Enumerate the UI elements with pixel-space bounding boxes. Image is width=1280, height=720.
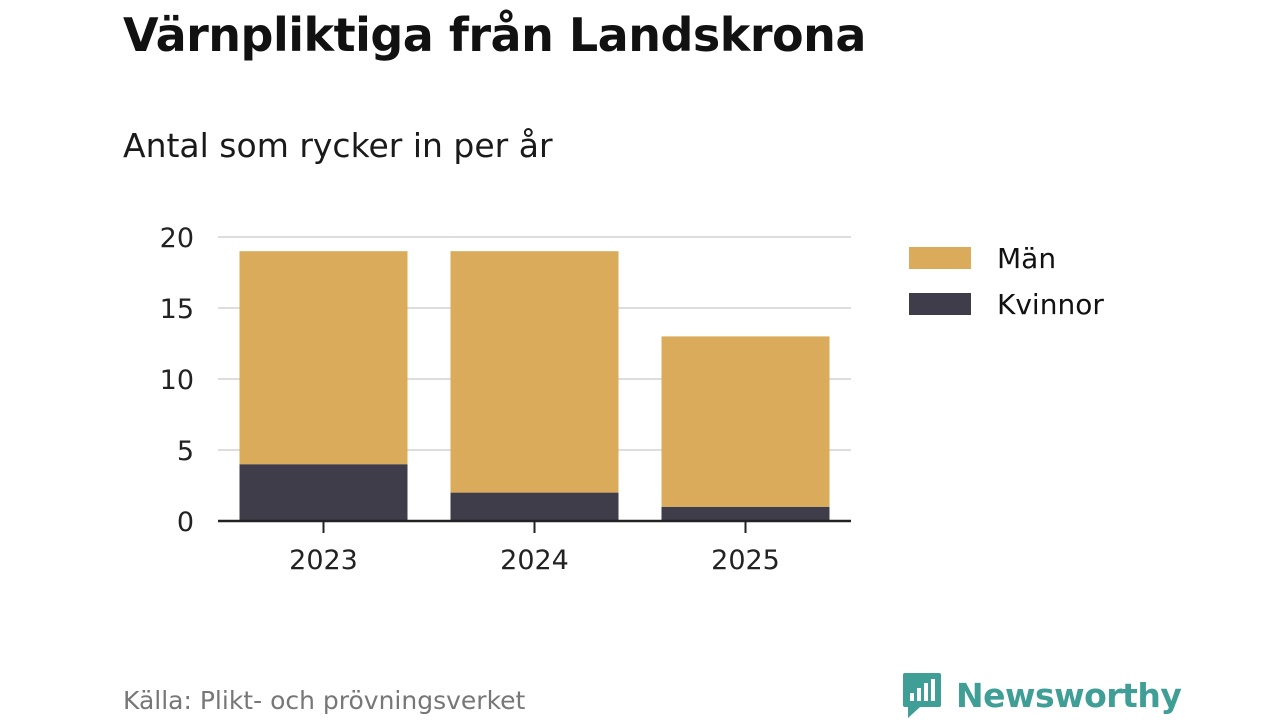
chart-title: Värnpliktiga från Landskrona bbox=[123, 8, 866, 62]
source-note: Källa: Plikt- och prövningsverket bbox=[123, 686, 526, 715]
stacked-bar-chart: 0 5 10 15 20 2023 2024 2025 Män Kvinnor bbox=[160, 223, 1105, 576]
y-tick-label-20: 20 bbox=[160, 223, 194, 254]
x-tick-label-2023: 2023 bbox=[289, 545, 358, 576]
brand-logo: Newsworthy bbox=[902, 671, 1182, 719]
bars bbox=[239, 251, 830, 521]
axes: 0 5 10 15 20 2023 2024 2025 bbox=[160, 223, 851, 576]
legend-swatch-kvinnor bbox=[909, 293, 971, 315]
y-tick-label-5: 5 bbox=[177, 436, 194, 467]
chart-subtitle: Antal som rycker in per år bbox=[123, 126, 553, 165]
bar-män-2023 bbox=[239, 251, 408, 465]
legend-label-kvinnor: Kvinnor bbox=[997, 288, 1104, 321]
brand-name: Newsworthy bbox=[956, 675, 1182, 715]
legend-label-män: Män bbox=[997, 242, 1056, 275]
y-tick-label-15: 15 bbox=[160, 294, 194, 325]
bar-män-2025 bbox=[661, 336, 830, 507]
legend-swatch-män bbox=[909, 247, 971, 269]
bar-kvinnor-2025 bbox=[661, 506, 830, 521]
x-tick-label-2024: 2024 bbox=[500, 545, 569, 576]
x-tick-label-2025: 2025 bbox=[711, 545, 780, 576]
bar-kvinnor-2023 bbox=[239, 464, 408, 521]
y-tick-label-10: 10 bbox=[160, 365, 194, 396]
y-tick-label-0: 0 bbox=[177, 507, 194, 538]
legend: Män Kvinnor bbox=[909, 242, 1104, 321]
bar-män-2024 bbox=[450, 251, 619, 493]
bar-kvinnor-2024 bbox=[450, 492, 619, 521]
newsworthy-logo-icon bbox=[903, 673, 941, 718]
